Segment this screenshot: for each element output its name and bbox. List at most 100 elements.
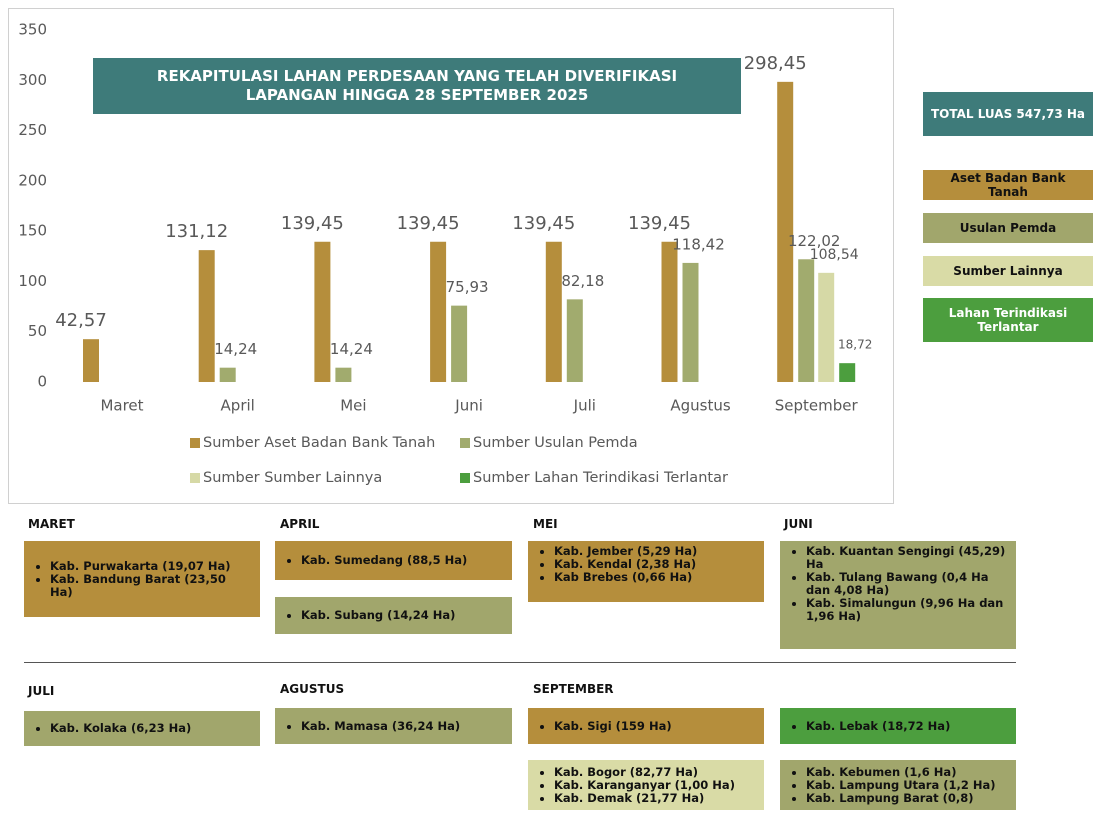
data-label: 118,42	[672, 235, 725, 253]
legend-swatch	[190, 473, 200, 483]
data-label: 18,72	[838, 338, 872, 352]
detail-list: Kab. Bogor (82,77 Ha)Kab. Karanganyar (1…	[538, 765, 735, 805]
legend-swatch	[190, 438, 200, 448]
bar	[777, 81, 794, 382]
detail-list: Kab. Sumedang (88,5 Ha)	[285, 554, 467, 567]
chart: 0 50 100 150 200 250 300 350 Maret 42,57 April 131,…	[18, 21, 872, 487]
detail-box: Kab. Bogor (82,77 Ha)Kab. Karanganyar (1…	[528, 760, 764, 810]
bar	[219, 367, 236, 382]
detail-list: Kab. Kebumen (1,6 Ha)Kab. Lampung Utara …	[790, 765, 996, 805]
detail-item: Kab. Mamasa (36,24 Ha)	[301, 719, 460, 733]
y-tick-label: 200	[18, 171, 47, 189]
x-tick-label: September	[775, 397, 859, 415]
chart-title: REKAPITULASI LAHAN PERDESAAN YANG TELAH …	[93, 58, 741, 114]
bar	[198, 250, 215, 382]
detail-list: Kab. Kuantan Sengingi (45,29) HaKab. Tul…	[790, 545, 1008, 623]
x-tick-label: Mei	[340, 397, 366, 415]
month-heading: APRIL	[280, 517, 320, 531]
legend-box: Aset Badan Bank Tanah	[923, 170, 1093, 200]
bar	[818, 272, 835, 382]
detail-box: Kab. Lebak (18,72 Ha)	[780, 708, 1016, 744]
detail-item: Kab. Sigi (159 Ha)	[554, 719, 672, 733]
x-tick-label: Maret	[100, 397, 143, 415]
data-label: 14,24	[214, 340, 257, 358]
detail-item: Kab. Tulang Bawang (0,4 Ha dan 4,08 Ha)	[806, 571, 1008, 597]
total-box: TOTAL LUAS 547,73 Ha	[923, 92, 1093, 136]
month-heading: MARET	[28, 517, 75, 531]
x-tick-label: Juli	[573, 397, 596, 415]
legend-swatch	[460, 438, 470, 448]
bar	[430, 241, 447, 382]
y-tick-label: 100	[18, 272, 47, 290]
legend-box: Usulan Pemda	[923, 213, 1093, 243]
detail-list: Kab. Mamasa (36,24 Ha)	[285, 719, 460, 733]
detail-item: Kab. Subang (14,24 Ha)	[301, 609, 455, 622]
y-tick-label: 250	[18, 121, 47, 139]
month-heading: SEPTEMBER	[533, 682, 614, 696]
data-label: 139,45	[281, 213, 344, 234]
legend-label: Sumber Lahan Terindikasi Terlantar	[473, 470, 728, 486]
detail-box: Kab. Jember (5,29 Ha)Kab. Kendal (2,38 H…	[528, 541, 764, 602]
y-tick-label: 150	[18, 222, 47, 240]
bar	[335, 367, 352, 382]
month-heading: AGUSTUS	[280, 682, 345, 696]
data-label: 122,02	[788, 232, 841, 250]
detail-list: Kab. Subang (14,24 Ha)	[285, 609, 455, 622]
data-label: 108,54	[810, 247, 859, 263]
detail-box: Kab. Kebumen (1,6 Ha)Kab. Lampung Utara …	[780, 760, 1016, 810]
legend-label: Sumber Usulan Pemda	[473, 435, 638, 451]
detail-box: Kab. Kuantan Sengingi (45,29) HaKab. Tul…	[780, 541, 1016, 649]
legend-label: Sumber Aset Badan Bank Tanah	[203, 435, 435, 451]
x-tick-label: Agustus	[670, 397, 730, 415]
y-tick-label: 0	[37, 373, 47, 391]
data-label: 298,45	[744, 53, 807, 74]
bar	[661, 241, 678, 382]
bar	[682, 262, 699, 382]
legend-box: Sumber Lainnya	[923, 256, 1093, 286]
detail-item: Kab. Demak (21,77 Ha)	[554, 791, 735, 805]
bar	[83, 339, 99, 382]
month-heading: JULI	[28, 684, 55, 698]
bar	[839, 363, 856, 382]
data-label: 14,24	[330, 340, 373, 358]
data-label: 139,45	[512, 213, 575, 234]
detail-item: Kab. Kuantan Sengingi (45,29) Ha	[806, 545, 1008, 571]
detail-list: Kab. Kolaka (6,23 Ha)	[34, 722, 191, 735]
detail-item: Kab. Simalungun (9,96 Ha dan 1,96 Ha)	[806, 597, 1008, 623]
detail-list: Kab. Jember (5,29 Ha)Kab. Kendal (2,38 H…	[538, 545, 697, 584]
detail-item: Kab. Lampung Utara (1,2 Ha)	[806, 778, 996, 792]
legend-label: Sumber Sumber Lainnya	[203, 470, 382, 486]
detail-box: Kab. Mamasa (36,24 Ha)	[275, 708, 512, 744]
bar	[798, 259, 815, 382]
detail-list: Kab. Lebak (18,72 Ha)	[790, 719, 950, 733]
y-tick-label: 350	[18, 21, 47, 39]
detail-item: Kab. Bandung Barat (23,50 Ha)	[50, 572, 252, 599]
detail-item: Kab. Purwakarta (19,07 Ha)	[50, 559, 252, 573]
chart-panel	[8, 8, 894, 504]
bar	[566, 299, 583, 382]
detail-list: Kab. Sigi (159 Ha)	[538, 719, 672, 733]
detail-box: Kab. Kolaka (6,23 Ha)	[24, 711, 260, 746]
legend-box: Lahan Terindikasi Terlantar	[923, 298, 1093, 342]
bar	[451, 305, 468, 382]
month-heading: JUNI	[784, 517, 813, 531]
detail-list: Kab. Purwakarta (19,07 Ha)Kab. Bandung B…	[34, 559, 252, 599]
detail-item: Kab Brebes (0,66 Ha)	[554, 571, 697, 584]
detail-item: Kab. Sumedang (88,5 Ha)	[301, 554, 467, 567]
x-tick-label: Juni	[454, 397, 483, 415]
bar	[314, 241, 331, 382]
data-label: 139,45	[397, 213, 460, 234]
y-tick-label: 50	[28, 322, 47, 340]
data-label: 75,93	[446, 278, 489, 296]
detail-item: Kab. Lampung Barat (0,8)	[806, 791, 996, 805]
data-label: 139,45	[628, 213, 691, 234]
data-label: 82,18	[561, 272, 604, 290]
y-tick-label: 300	[18, 71, 47, 89]
data-label: 131,12	[165, 221, 228, 242]
bar	[545, 241, 562, 382]
x-tick-label: April	[221, 397, 255, 415]
month-heading: MEI	[533, 517, 558, 531]
detail-box: Kab. Purwakarta (19,07 Ha)Kab. Bandung B…	[24, 541, 260, 617]
detail-item: Kab. Jember (5,29 Ha)	[554, 545, 697, 558]
